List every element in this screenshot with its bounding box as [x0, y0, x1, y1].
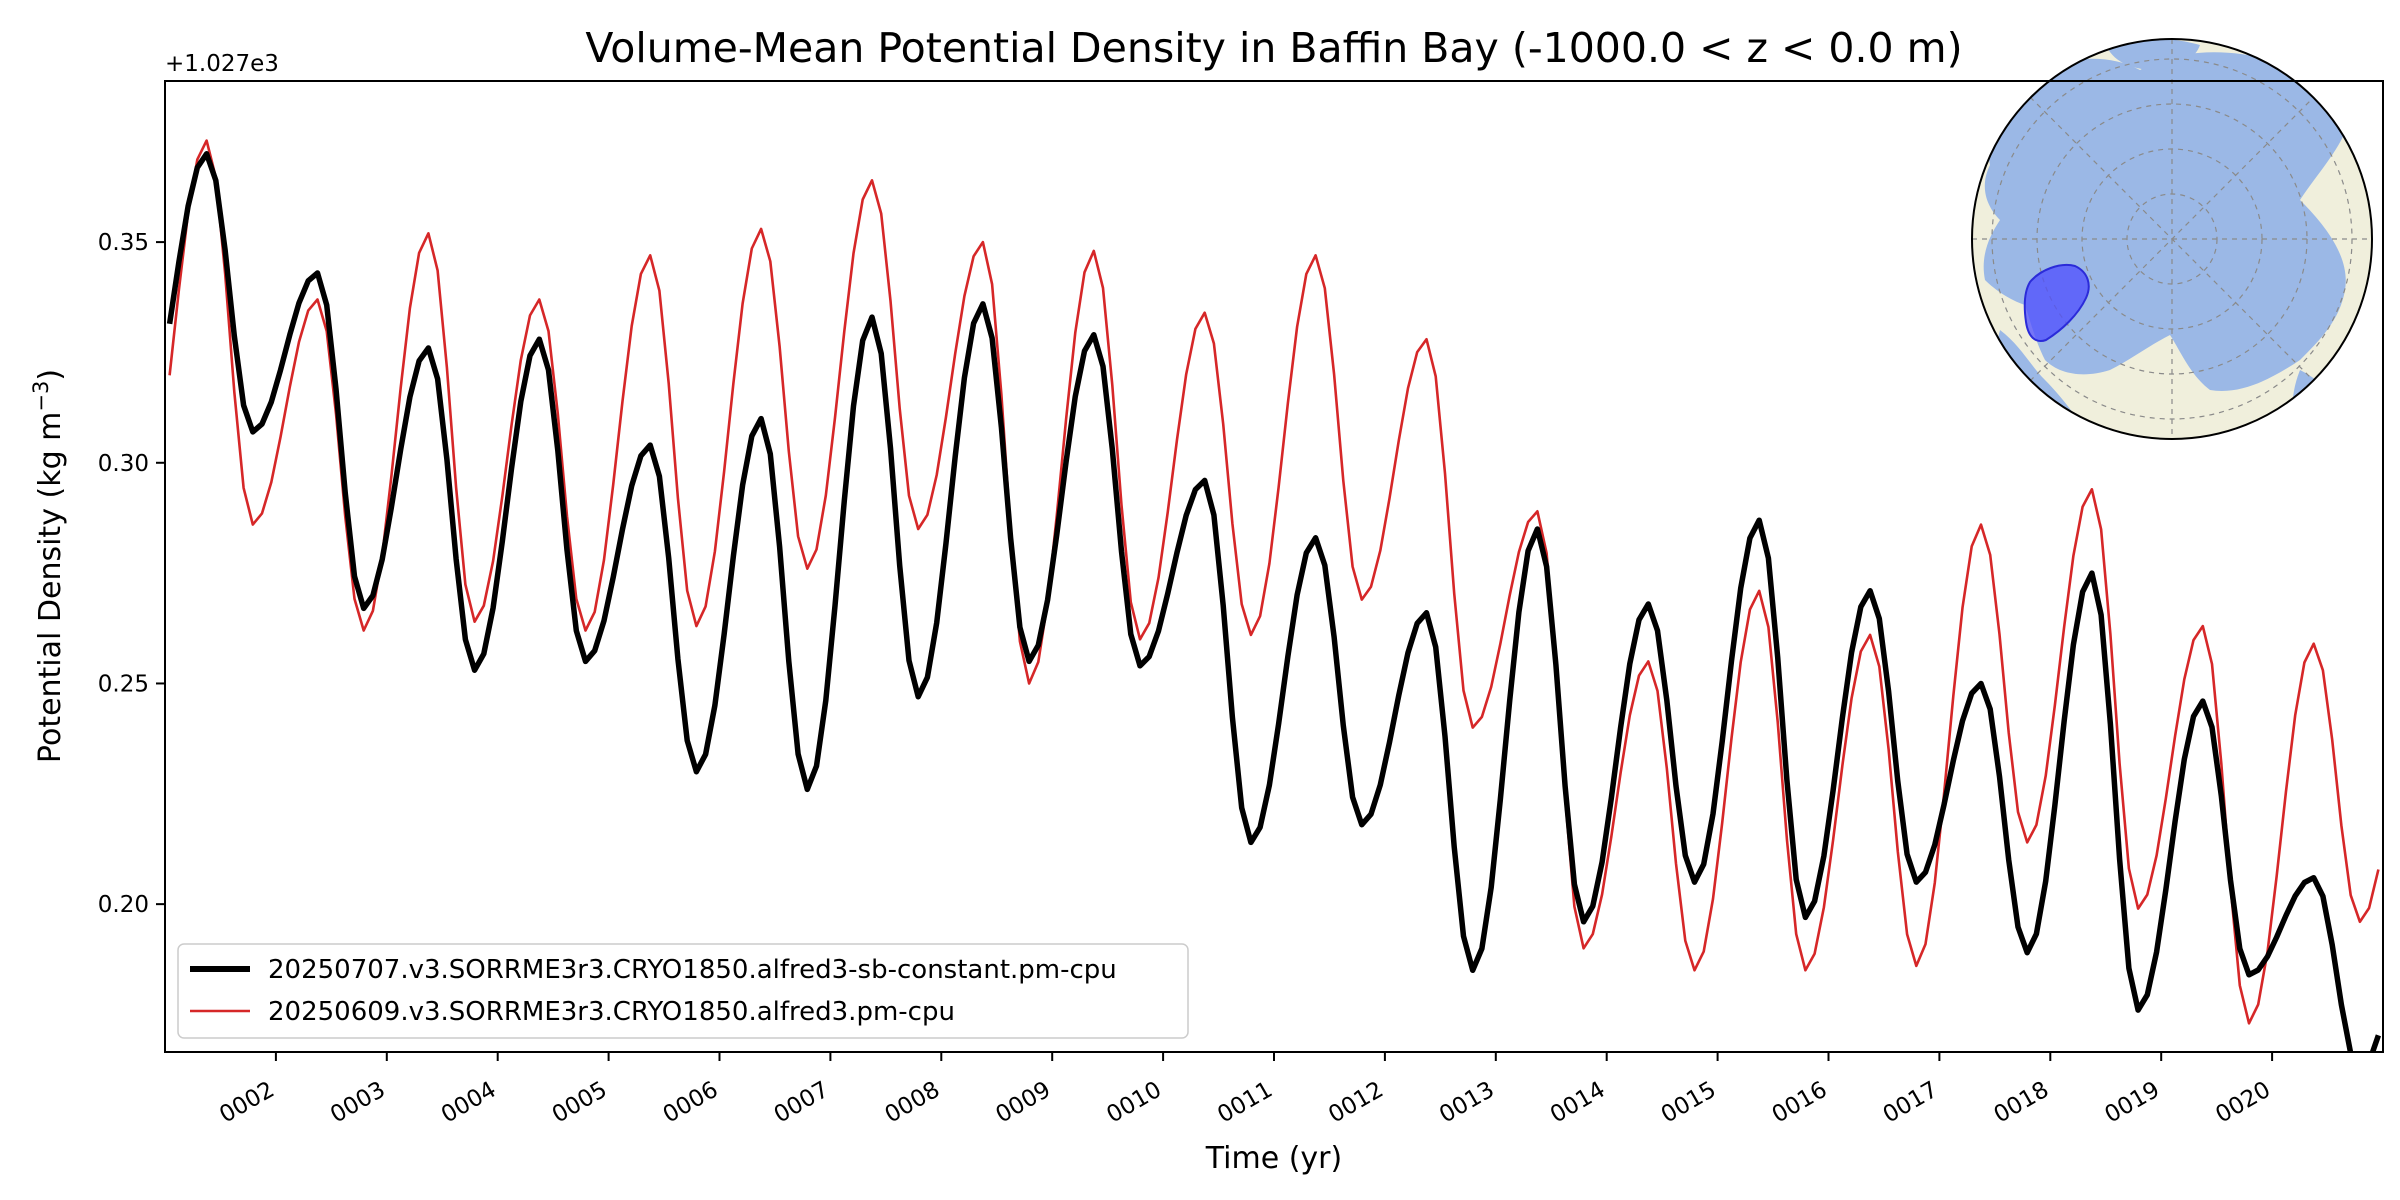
- y-axis-title-sup: −3: [29, 381, 53, 412]
- y-axis-title-close: ): [33, 369, 68, 381]
- x-tick-label: 0019: [2100, 1077, 2164, 1129]
- chart-title: Volume-Mean Potential Density in Baffin …: [585, 24, 1962, 72]
- x-tick-label: 0016: [1768, 1077, 1832, 1129]
- legend-label-red: 20250609.v3.SORRME3r3.CRYO1850.alfred3.p…: [268, 997, 955, 1027]
- legend: 20250707.v3.SORRME3r3.CRYO1850.alfred3-s…: [177, 943, 1189, 1039]
- x-tick-label: 0013: [1435, 1077, 1499, 1129]
- series-line-alfred3: [168, 139, 2380, 1025]
- x-tick-label: 0020: [2211, 1077, 2275, 1129]
- y-axis-title-main: Potential Density (kg m: [33, 412, 68, 763]
- y-axis: 0.20 0.25 0.30 0.35: [98, 230, 165, 918]
- y-tick-label: 0.25: [98, 671, 149, 697]
- legend-label-black: 20250707.v3.SORRME3r3.CRYO1850.alfred3-s…: [268, 955, 1117, 985]
- x-tick-label: 0004: [437, 1077, 501, 1129]
- x-tick-label: 0018: [1990, 1077, 2054, 1129]
- baffin-bay-region: [2023, 264, 2090, 342]
- x-tick-label: 0011: [1213, 1077, 1277, 1129]
- series-line-sb-constant: [166, 151, 2381, 1052]
- x-tick-label: 0007: [770, 1077, 834, 1129]
- x-tick-label: 0005: [548, 1077, 612, 1129]
- x-axis: 0002 0003 0004 0005 0006 0007 0008 0009 0010 0011…: [215, 1052, 2275, 1128]
- graticule: [1972, 39, 2372, 439]
- x-axis-title: Time (yr): [1205, 1141, 1342, 1176]
- x-tick-label: 0012: [1324, 1077, 1388, 1129]
- legend-box: [177, 943, 1189, 1039]
- y-offset-label: +1.027e3: [165, 51, 279, 77]
- x-tick-label: 0010: [1102, 1077, 1166, 1129]
- y-axis-title: Potential Density (kg m−3): [29, 369, 68, 763]
- y-tick-label: 0.20: [98, 892, 149, 918]
- x-tick-label: 0015: [1657, 1077, 1721, 1129]
- x-tick-label: 0002: [215, 1077, 279, 1129]
- y-tick-label: 0.30: [98, 451, 149, 477]
- ocean-shape-north: [2105, 39, 2200, 70]
- inset-map: [1971, 38, 2373, 440]
- x-tick-label: 0008: [881, 1077, 945, 1129]
- series-layer: [166, 139, 2381, 1052]
- y-tick-label: 0.35: [98, 230, 149, 256]
- x-tick-label: 0009: [991, 1077, 1055, 1129]
- x-tick-label: 0003: [326, 1077, 390, 1129]
- x-tick-label: 0017: [1879, 1077, 1943, 1129]
- x-tick-label: 0014: [1546, 1077, 1610, 1129]
- x-tick-label: 0006: [659, 1077, 723, 1129]
